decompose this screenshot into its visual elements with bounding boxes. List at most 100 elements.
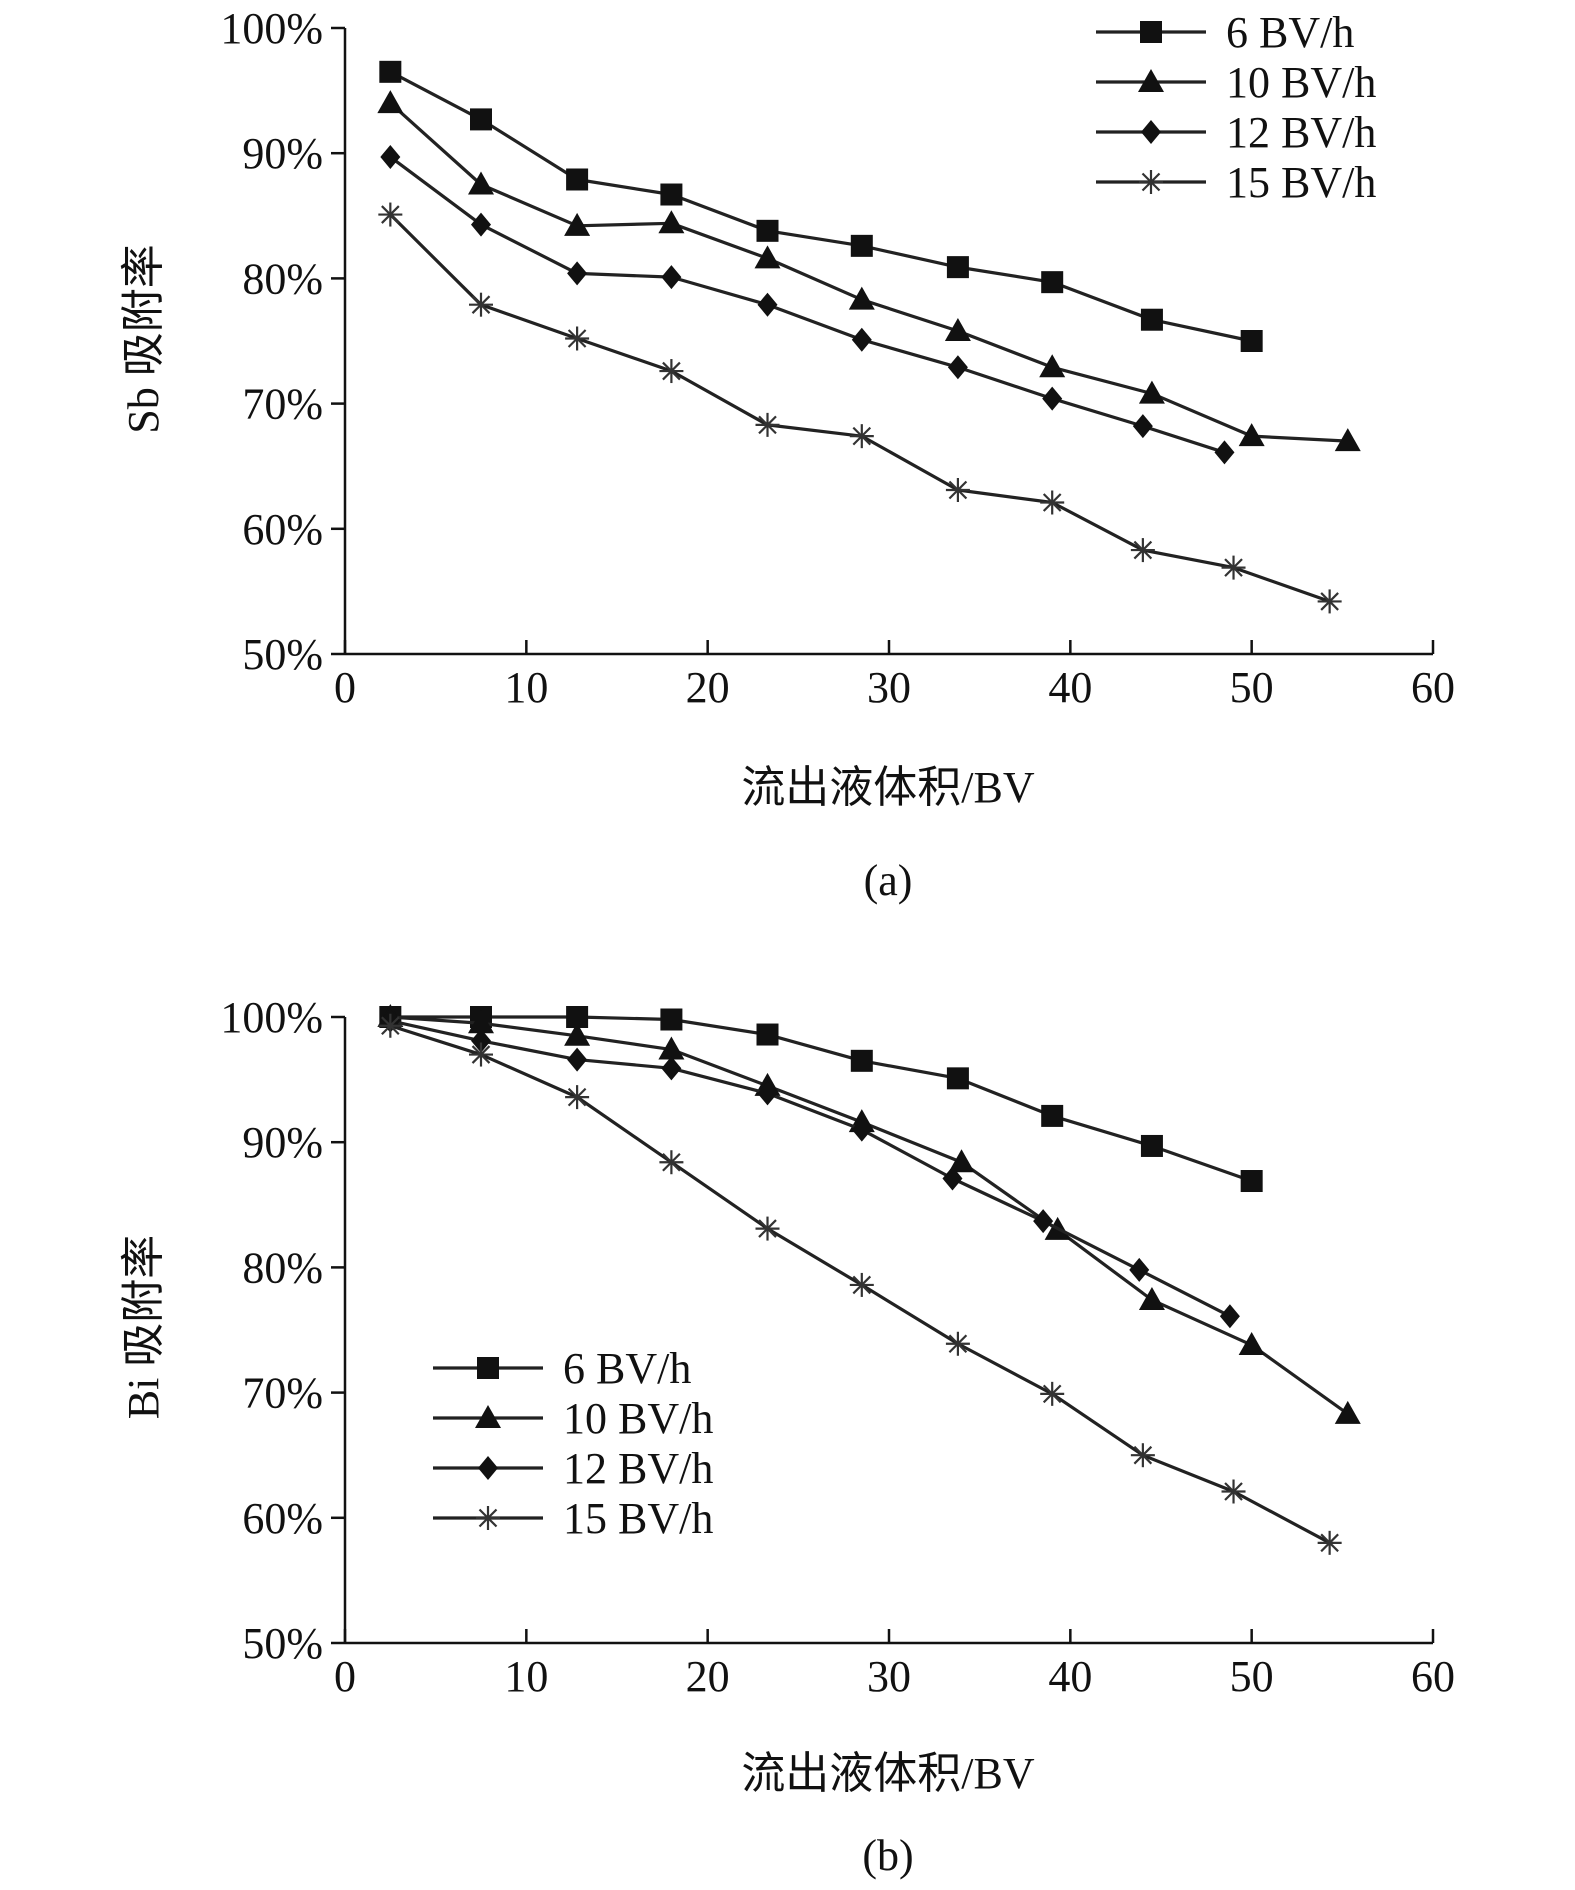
data-point — [1140, 1134, 1163, 1157]
data-point — [1138, 380, 1165, 404]
data-point — [757, 292, 778, 317]
data-point — [1214, 440, 1235, 465]
data-point — [1139, 170, 1163, 194]
data-point — [468, 171, 494, 195]
series-line-6-bv-h — [379, 60, 1263, 352]
y-tick-label: 80% — [242, 254, 323, 303]
panel-label: (a) — [864, 856, 913, 905]
data-point — [659, 359, 684, 384]
data-point — [475, 1405, 501, 1428]
data-point — [850, 1049, 873, 1072]
data-point — [1240, 1170, 1263, 1193]
x-axis-title: 流出液体积/BV — [741, 763, 1035, 812]
y-tick-label: 50% — [242, 1619, 323, 1668]
data-point — [945, 1331, 970, 1356]
data-point — [850, 234, 873, 257]
x-tick-label: 30 — [867, 1652, 911, 1701]
y-tick-label: 80% — [242, 1243, 323, 1292]
legend-entry: 15 BV/h — [433, 1494, 713, 1543]
data-point — [1221, 555, 1246, 580]
data-point — [1138, 69, 1164, 92]
x-tick-label: 60 — [1411, 663, 1455, 712]
data-point — [378, 202, 403, 227]
data-point — [658, 1036, 685, 1060]
legend-label: 6 BV/h — [1226, 8, 1354, 57]
data-point — [476, 1506, 500, 1530]
data-point — [756, 1023, 779, 1046]
legend-label: 12 BV/h — [1226, 108, 1376, 157]
data-point — [1219, 1304, 1240, 1329]
data-point — [1129, 1257, 1150, 1282]
data-point — [566, 1006, 589, 1028]
data-point — [660, 183, 683, 206]
x-tick-label: 0 — [334, 663, 356, 712]
data-point — [946, 256, 969, 279]
series-line-12-bv-h — [380, 1008, 1240, 1329]
x-tick-label: 10 — [504, 1652, 548, 1701]
data-point — [477, 1357, 499, 1379]
data-point — [378, 1013, 403, 1038]
series-line-6-bv-h — [379, 1006, 1263, 1193]
x-tick-label: 10 — [504, 663, 548, 712]
legend-entry: 6 BV/h — [1096, 8, 1354, 57]
data-point — [1033, 1209, 1054, 1234]
data-point — [757, 1081, 778, 1106]
y-axis-title: Bi 吸附率 — [119, 1235, 168, 1420]
data-point — [755, 412, 780, 437]
data-point — [947, 355, 968, 380]
data-point — [1138, 1286, 1165, 1310]
data-point — [755, 1216, 780, 1241]
data-point — [946, 1067, 969, 1090]
data-point — [1042, 386, 1063, 411]
data-point — [469, 1042, 493, 1067]
x-tick-label: 60 — [1411, 1652, 1455, 1701]
data-point — [658, 210, 685, 234]
series-line-10-bv-h — [377, 90, 1361, 452]
data-point — [756, 219, 779, 242]
data-point — [1041, 271, 1064, 294]
legend-label: 10 BV/h — [1226, 58, 1376, 107]
x-tick-label: 0 — [334, 1652, 356, 1701]
y-tick-label: 60% — [242, 505, 323, 554]
legend-entry: 12 BV/h — [1096, 108, 1376, 157]
data-point — [470, 108, 492, 131]
data-point — [848, 286, 875, 310]
data-point — [1132, 414, 1153, 439]
y-tick-label: 90% — [242, 129, 323, 178]
data-point — [380, 144, 401, 169]
legend-label: 15 BV/h — [563, 1494, 713, 1543]
y-tick-label: 70% — [242, 380, 323, 429]
y-tick-label: 60% — [242, 1494, 323, 1543]
data-point — [944, 317, 971, 341]
data-point — [471, 212, 491, 237]
data-point — [1334, 428, 1361, 452]
data-point — [849, 1272, 874, 1297]
x-axis-title: 流出液体积/BV — [741, 1749, 1035, 1798]
data-point — [948, 1149, 975, 1173]
x-tick-label: 20 — [686, 663, 730, 712]
data-point — [565, 326, 590, 351]
data-point — [945, 477, 970, 502]
data-point — [851, 327, 872, 352]
y-tick-label: 90% — [242, 1118, 323, 1167]
chart-panel-b: 流出液体积/BV Bi 吸附率 (b) 50% 60% 70% 80% 90% 100% 0… — [119, 993, 1455, 1880]
x-tick-label: 50 — [1230, 663, 1274, 712]
legend-label: 12 BV/h — [563, 1444, 713, 1493]
y-axis-title: Sb 吸附率 — [119, 244, 168, 433]
y-tick-label: 70% — [242, 1369, 323, 1418]
data-point — [1039, 354, 1066, 378]
data-point — [754, 245, 781, 269]
data-point — [942, 1166, 963, 1191]
legend-label: 6 BV/h — [563, 1344, 691, 1393]
data-point — [377, 90, 404, 114]
x-tick-label: 20 — [686, 1652, 730, 1701]
y-tick-label: 100% — [220, 993, 323, 1042]
series-path — [389, 1019, 1231, 1318]
data-point — [564, 1022, 591, 1046]
data-point — [1238, 423, 1265, 447]
data-point — [566, 168, 589, 191]
data-point — [1334, 1400, 1361, 1424]
data-point — [1040, 1381, 1065, 1406]
